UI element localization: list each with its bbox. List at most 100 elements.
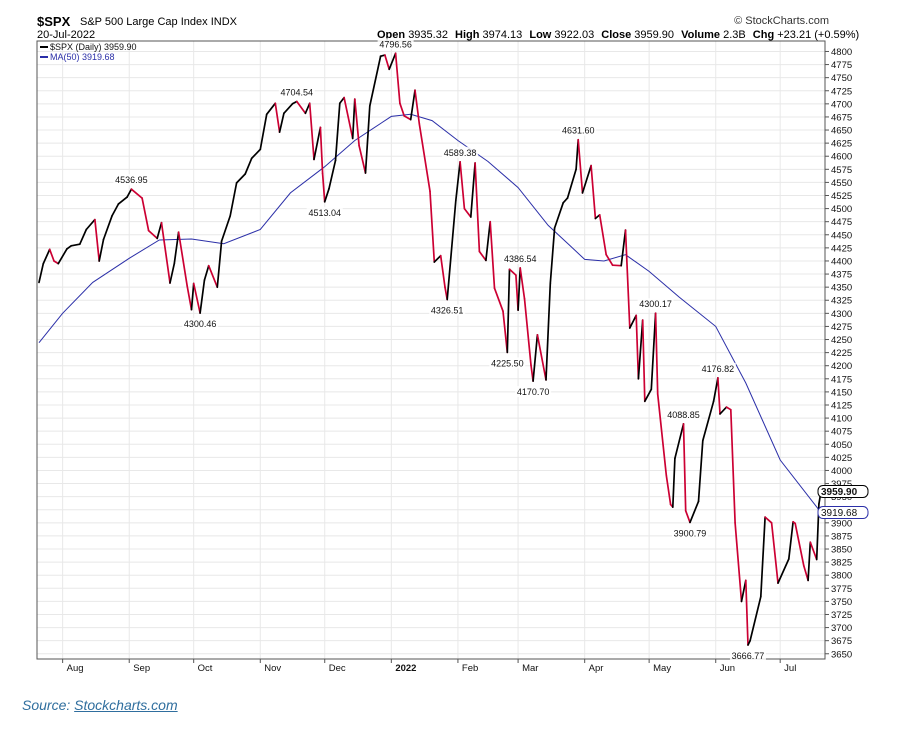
price-segment (190, 282, 195, 311)
annotation-bg (637, 298, 674, 310)
annotation-bg (113, 174, 150, 186)
price-segment (94, 218, 101, 262)
price-segment (719, 406, 728, 415)
price-segment (749, 595, 762, 642)
y-tick-label: 4475 (831, 217, 852, 228)
chart-date: 20-Jul-2022 (37, 29, 96, 41)
y-tick-label: 4350 (831, 283, 852, 294)
source-link[interactable]: Stockcharts.com (74, 697, 178, 713)
annotation-label: 3666.77 (732, 651, 765, 661)
price-segment (418, 122, 431, 193)
price-segment (712, 377, 719, 403)
price-segment (323, 187, 330, 203)
source-prefix: Source: (22, 697, 71, 713)
price-segment (611, 264, 623, 267)
price-segment (485, 220, 492, 262)
y-tick-label: 4100 (831, 414, 852, 425)
price-segment (665, 474, 672, 506)
price-segment (759, 516, 766, 598)
annotation-bg (442, 146, 479, 158)
y-tick-label: 4025 (831, 453, 852, 464)
exchange-label: INDX (210, 16, 237, 28)
ma50-line (38, 113, 822, 513)
price-segment (244, 157, 253, 175)
x-tick-label: Sep (133, 663, 150, 674)
price-segment (807, 541, 812, 582)
price-segment (57, 248, 68, 265)
annotation-label: 4589.38 (444, 148, 477, 158)
price-segment (353, 98, 360, 147)
y-tick-label: 4225 (831, 348, 852, 359)
price-segment (734, 521, 743, 603)
stockcharts-brand: © StockCharts.com (734, 15, 829, 27)
annotation-label: 4088.85 (667, 410, 700, 420)
price-segment (684, 509, 691, 524)
y-tick-label: 4275 (831, 322, 852, 333)
price-segment (729, 408, 736, 524)
price-segment (809, 541, 818, 561)
open-value: 3935.32 (408, 29, 448, 41)
annotation-bg (560, 124, 597, 136)
price-segment (532, 333, 539, 382)
low-label: Low (529, 29, 552, 41)
y-tick-label: 4675 (831, 112, 852, 123)
y-tick-label: 4450 (831, 230, 852, 241)
price-segment (478, 250, 487, 262)
price-segment (283, 102, 294, 115)
price-segment (802, 564, 809, 582)
y-tick-label: 3825 (831, 558, 852, 569)
price-segment (313, 126, 322, 161)
price-segment (414, 89, 421, 125)
annotation-label: 4300.46 (184, 319, 217, 329)
price-segment (295, 100, 307, 115)
y-tick-label: 4050 (831, 440, 852, 451)
x-tick-label: Apr (589, 663, 604, 674)
price-segment (48, 248, 55, 262)
price-segment (216, 240, 223, 289)
x-tick-label: Oct (198, 663, 213, 674)
price-segment (770, 521, 779, 584)
price-segment (682, 423, 687, 512)
close-value: 3959.90 (634, 29, 675, 41)
price-segment (328, 159, 337, 190)
price-segment (671, 457, 676, 508)
price-segment (643, 388, 653, 403)
price-segment (259, 113, 268, 151)
price-segment (577, 138, 584, 194)
y-tick-label: 3775 (831, 584, 852, 595)
y-tick-label: 4625 (831, 139, 852, 150)
legend-label: $SPX (Daily) 3959.90 (50, 42, 137, 52)
change-value: +23.21 (+0.59%) (777, 29, 860, 41)
y-tick-label: 4000 (831, 466, 852, 477)
price-segment (203, 264, 210, 282)
price-segment (38, 262, 45, 284)
ma50-layer (38, 113, 822, 513)
annotation-label: 4796.56 (379, 39, 412, 49)
price-segment (562, 197, 569, 204)
y-tick-label: 4175 (831, 374, 852, 385)
y-axis: 3650 3675 3700 3725 3750 3775 3800 3825 3850 3875… (825, 47, 852, 660)
y-tick-label: 4550 (831, 178, 852, 189)
annotation-label: 3900.79 (674, 528, 707, 538)
price-segment (469, 162, 476, 218)
high-label: High (455, 29, 480, 41)
price-segment (98, 238, 105, 262)
price-segment (274, 102, 281, 133)
y-tick-label: 4725 (831, 86, 852, 97)
price-segment (697, 439, 704, 503)
price-segment (502, 310, 509, 354)
y-tick-label: 4650 (831, 126, 852, 137)
price-segment (536, 333, 547, 381)
annotation-label: 4704.54 (281, 87, 314, 97)
price-segment (439, 254, 446, 289)
price-segment (433, 254, 442, 263)
price-segment (446, 199, 457, 301)
price-segment (130, 188, 143, 199)
annotation-bg (182, 318, 219, 330)
price-segment (321, 172, 326, 203)
y-tick-label: 4700 (831, 99, 852, 110)
price-segment (777, 558, 790, 584)
y-tick-label: 4125 (831, 400, 852, 411)
annotation-bg (665, 408, 702, 420)
